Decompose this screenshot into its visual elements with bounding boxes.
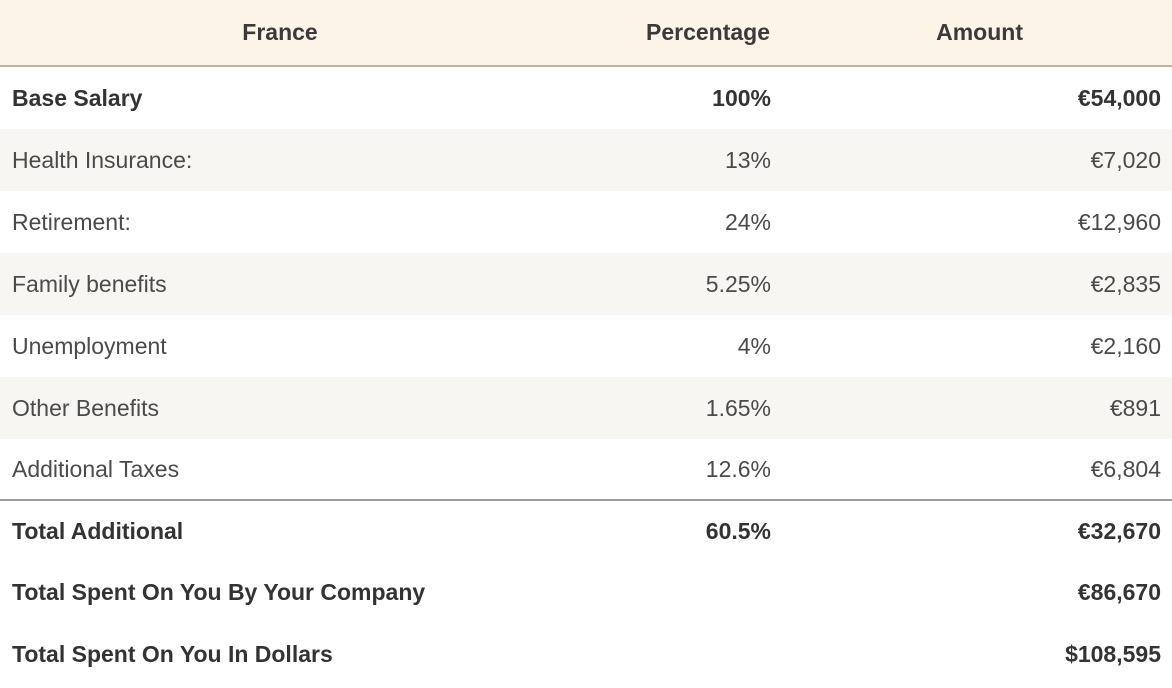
row-percentage: 12.6% (705, 455, 771, 482)
row-percentage: 4% (737, 332, 771, 359)
row-percentage: 5.25% (705, 270, 771, 297)
row-percentage: 13% (724, 146, 771, 173)
row-label: Unemployment (12, 332, 167, 359)
table-row-base-salary: Base Salary 100% €54,000 (0, 67, 1172, 129)
row-amount: €32,670 (1077, 517, 1161, 544)
table-row-family-benefits: Family benefits 5.25% €2,835 (0, 253, 1172, 315)
row-amount: €2,160 (1090, 332, 1161, 359)
row-label: Base Salary (12, 84, 143, 111)
table-row-other-benefits: Other Benefits 1.65% €891 (0, 377, 1172, 439)
row-percentage: 1.65% (705, 394, 771, 421)
row-label: Retirement: (12, 208, 131, 235)
row-amount: €6,804 (1090, 455, 1161, 482)
row-amount: €7,020 (1090, 146, 1161, 173)
table-row-additional-taxes: Additional Taxes 12.6% €6,804 (0, 439, 1172, 499)
row-amount: €891 (1109, 394, 1161, 421)
row-label: Other Benefits (12, 394, 160, 421)
header-percentage: Percentage (645, 19, 770, 45)
row-amount: €86,670 (1077, 578, 1161, 605)
header-country: France (242, 19, 318, 45)
row-amount: €2,835 (1090, 270, 1161, 297)
table-row-total-spent-dollars: Total Spent On You In Dollars $108,595 (0, 623, 1172, 685)
table-row-retirement: Retirement: 24% €12,960 (0, 191, 1172, 253)
row-label: Additional Taxes (12, 455, 180, 482)
row-percentage: 60.5% (705, 517, 771, 544)
row-label: Family benefits (12, 270, 167, 297)
header-amount: Amount (936, 19, 1023, 45)
table-row-total-additional: Total Additional 60.5% €32,670 (0, 499, 1172, 561)
row-label: Total Spent On You By Your Company (12, 578, 426, 605)
row-amount: €54,000 (1077, 84, 1161, 111)
table-row-total-spent-company: Total Spent On You By Your Company €86,6… (0, 561, 1172, 623)
row-label: Total Additional (12, 517, 184, 544)
row-amount: $108,595 (1065, 640, 1161, 667)
row-amount: €12,960 (1077, 208, 1161, 235)
row-label: Health Insurance: (12, 146, 193, 173)
row-label: Total Spent On You In Dollars (12, 640, 333, 667)
table-row-health-insurance: Health Insurance: 13% €7,020 (0, 129, 1172, 191)
row-percentage: 24% (724, 208, 771, 235)
table-header: France Percentage Amount (0, 0, 1172, 67)
table-row-unemployment: Unemployment 4% €2,160 (0, 315, 1172, 377)
row-percentage: 100% (712, 84, 771, 111)
